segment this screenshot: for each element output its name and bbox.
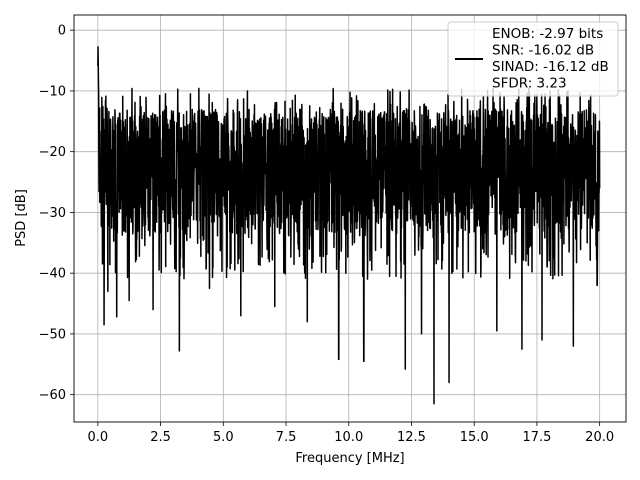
legend-entry-line: ENOB: -2.97 bits [492, 26, 603, 42]
y-tick-label: −30 [39, 206, 66, 221]
y-tick-label: −50 [39, 327, 66, 342]
y-tick-label: 0 [58, 24, 66, 39]
x-tick-label: 2.5 [150, 430, 171, 445]
x-tick-label: 5.0 [213, 430, 234, 445]
x-axis-label: Frequency [MHz] [295, 451, 404, 466]
x-tick-label: 0.0 [87, 430, 108, 445]
y-tick-label: −10 [39, 84, 66, 99]
y-tick-label: −20 [39, 145, 66, 160]
plot-area [97, 46, 601, 405]
y-tick-label: −40 [39, 267, 66, 282]
plot-frame [73, 14, 627, 423]
x-tick-label: 10.0 [334, 430, 363, 445]
legend-entry-line: SFDR: 3.23 [492, 76, 567, 92]
x-tick-label: 7.5 [276, 430, 297, 445]
x-tick-label: 17.5 [522, 430, 551, 445]
y-tick-label: −60 [39, 388, 66, 403]
legend: ENOB: -2.97 bits SNR: -16.02 dB SINAD: -16… [447, 21, 619, 97]
x-tick-label: 12.5 [397, 430, 426, 445]
y-axis-label: PSD [dB] [14, 189, 29, 247]
legend-entry-line: SINAD: -16.12 dB [492, 59, 609, 75]
x-axis-ticks: 0.0 2.5 5.0 7.5 10.0 12.5 15.0 17.5 20.0 [87, 422, 614, 445]
x-tick-label: 15.0 [460, 430, 489, 445]
x-tick-label: 20.0 [585, 430, 614, 445]
legend-box [447, 21, 619, 97]
legend-entry-line: SNR: -16.02 dB [492, 43, 594, 59]
legend-entry-label: ENOB: -2.97 bits SNR: -16.02 dB SINAD: -16… [492, 26, 609, 92]
psd-series-line [97, 46, 601, 405]
y-axis-ticks: 0 −10 −20 −30 −40 −50 −60 [39, 24, 74, 403]
